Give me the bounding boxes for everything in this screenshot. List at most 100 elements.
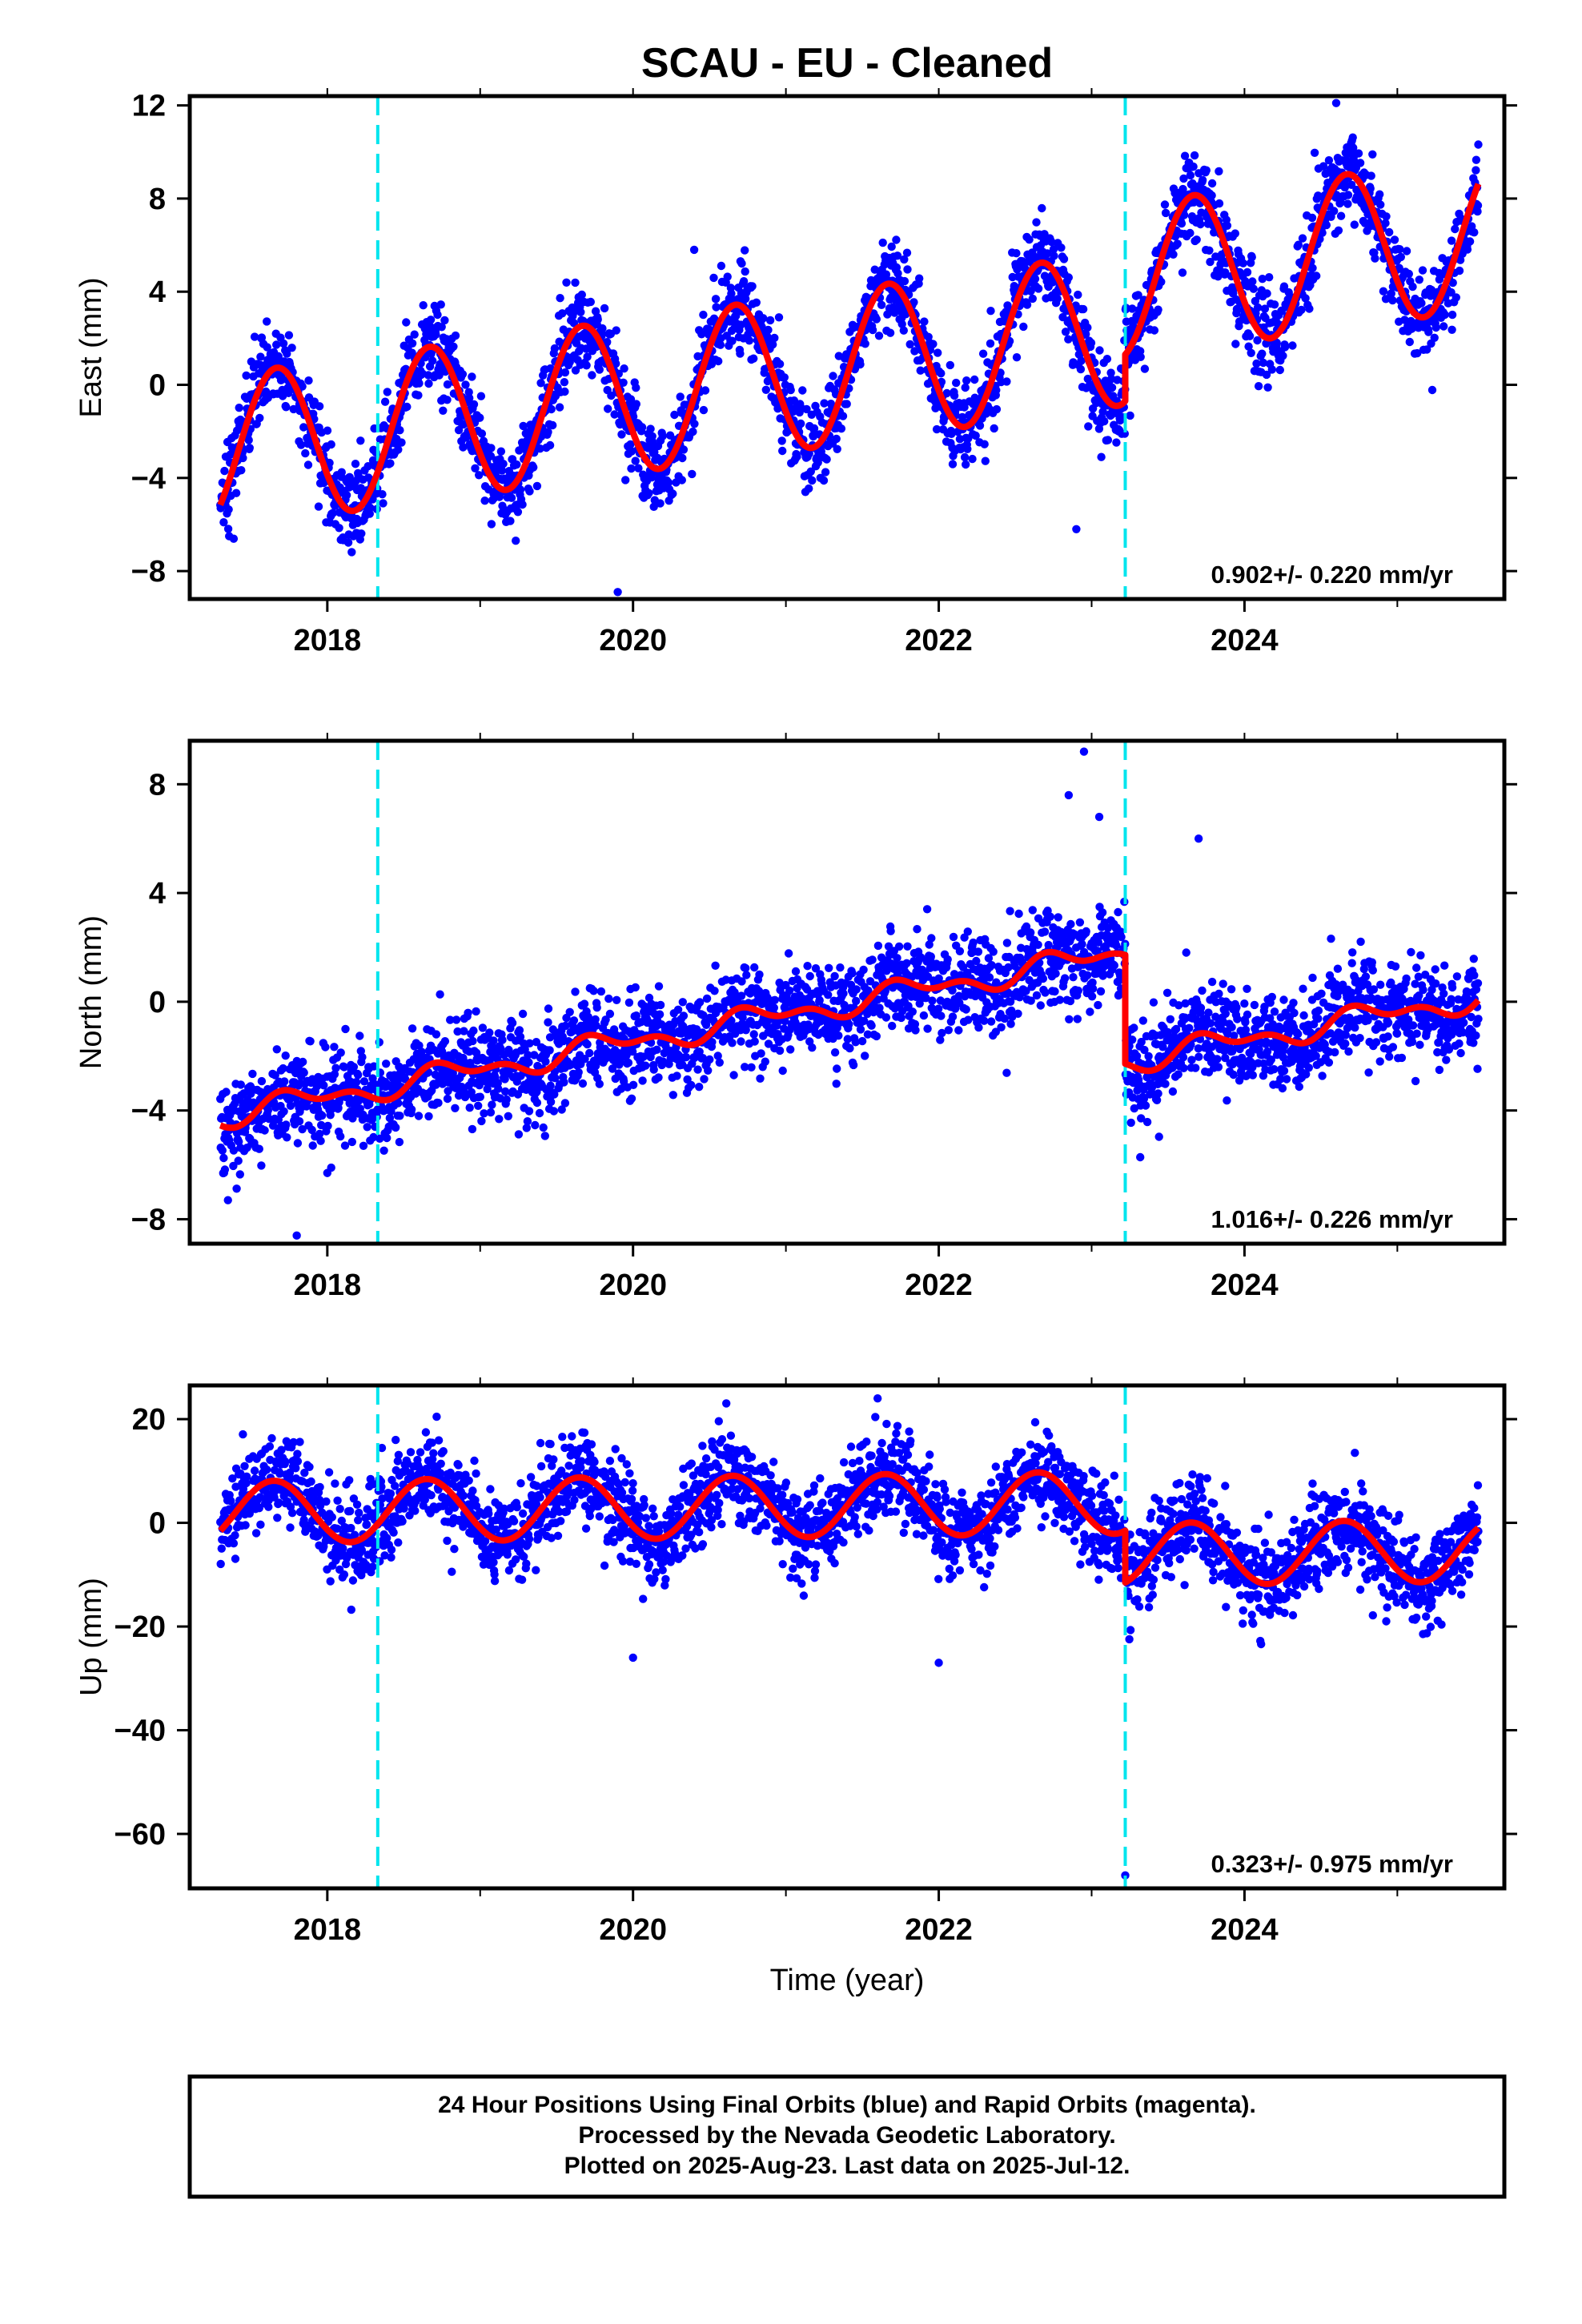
data-point [996, 368, 1005, 377]
data-point [369, 1132, 378, 1142]
data-point [357, 529, 366, 538]
data-point [605, 1009, 615, 1019]
data-point [678, 453, 687, 463]
data-point [316, 1136, 325, 1145]
data-point [347, 1137, 356, 1147]
data-point [414, 391, 423, 400]
data-point [219, 518, 228, 527]
data-point [737, 1037, 745, 1046]
data-point [805, 484, 813, 493]
data-point [469, 400, 479, 409]
data-point [395, 1137, 404, 1147]
data-point [239, 1089, 248, 1098]
data-point [499, 460, 508, 468]
data-point [524, 1051, 532, 1059]
data-point [547, 404, 556, 414]
data-point [1202, 166, 1211, 175]
data-point [472, 1007, 480, 1016]
data-point [669, 1091, 677, 1100]
data-point [824, 991, 833, 999]
data-point [974, 1023, 983, 1032]
data-point [1098, 908, 1107, 917]
data-point [248, 1069, 257, 1079]
data-point [1354, 149, 1363, 158]
data-point [282, 403, 291, 412]
data-point [281, 1051, 290, 1060]
data-point [439, 406, 448, 415]
data-point [809, 432, 818, 441]
data-point [514, 1130, 524, 1139]
data-point [532, 1038, 541, 1047]
data-point [222, 1088, 231, 1096]
data-point [679, 1011, 689, 1020]
data-point [1103, 436, 1113, 444]
y-tick-label: 0 [149, 986, 166, 1019]
data-point [992, 386, 1001, 395]
data-point [260, 1126, 269, 1135]
data-point [985, 973, 994, 982]
data-point [1371, 254, 1379, 263]
data-point [582, 361, 591, 370]
data-point [359, 1141, 368, 1151]
data-point [607, 391, 616, 400]
data-point [971, 431, 980, 440]
data-point [375, 1134, 384, 1144]
y-tick-label: −8 [131, 1203, 166, 1236]
data-point [1252, 359, 1261, 368]
data-point [902, 248, 912, 257]
data-point [1160, 200, 1170, 209]
data-point [1128, 304, 1137, 313]
data-point [1179, 174, 1188, 183]
data-point [1018, 257, 1027, 266]
data-point [712, 303, 721, 312]
data-point [986, 339, 995, 348]
data-point [755, 970, 764, 979]
data-point [1190, 151, 1199, 160]
data-point [1180, 151, 1190, 160]
data-point [1280, 343, 1290, 352]
data-point [1343, 191, 1353, 199]
data-point [518, 1009, 528, 1019]
data-point [1400, 316, 1409, 324]
data-point [306, 1037, 315, 1046]
data-point [1078, 304, 1088, 314]
data-point [315, 402, 324, 411]
data-point [1134, 291, 1142, 300]
data-point [516, 485, 525, 494]
data-point [477, 429, 487, 438]
data-point [1259, 358, 1268, 368]
data-point [1215, 167, 1223, 176]
data-point [236, 1080, 245, 1089]
data-point [761, 1057, 769, 1066]
data-point [279, 1107, 288, 1116]
data-point [272, 1045, 281, 1054]
data-point [765, 316, 775, 325]
data-point [797, 419, 805, 428]
data-point [654, 982, 664, 991]
data-point [857, 1036, 867, 1046]
data-point [1298, 234, 1307, 243]
data-point [282, 1120, 291, 1129]
data-point [632, 400, 640, 408]
data-point [218, 1146, 227, 1155]
data-point [769, 1003, 778, 1012]
data-point [627, 447, 636, 456]
data-point [298, 382, 307, 391]
data-point [1249, 284, 1259, 293]
data-point [903, 265, 912, 274]
data-point [408, 339, 417, 348]
data-point [1055, 995, 1065, 1004]
data-point [515, 1026, 524, 1035]
data-point [1030, 275, 1040, 283]
data-point [502, 1095, 511, 1104]
data-point [842, 400, 851, 408]
data-point [678, 998, 687, 1007]
data-point [464, 1008, 472, 1018]
data-point [340, 1141, 350, 1150]
data-point [1006, 1019, 1015, 1028]
data-point [1086, 339, 1096, 348]
data-point [512, 537, 520, 545]
data-point [1157, 277, 1166, 287]
data-point [679, 445, 689, 454]
